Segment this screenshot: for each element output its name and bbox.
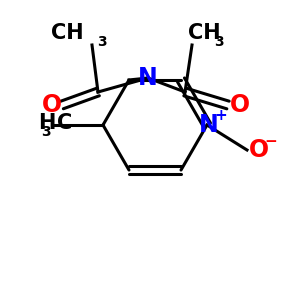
- Text: N: N: [199, 113, 219, 137]
- Text: O: O: [42, 93, 62, 117]
- Text: O: O: [230, 93, 250, 117]
- Text: N: N: [138, 66, 158, 90]
- Text: CH: CH: [188, 23, 220, 43]
- Text: 3: 3: [97, 35, 106, 49]
- Text: +: +: [214, 107, 227, 122]
- Text: C: C: [57, 113, 72, 133]
- Text: −: −: [265, 134, 278, 149]
- Text: 3: 3: [214, 35, 224, 49]
- Text: CH: CH: [51, 23, 84, 43]
- Text: 3: 3: [41, 125, 51, 139]
- Text: O: O: [249, 138, 269, 162]
- Text: H: H: [38, 113, 55, 133]
